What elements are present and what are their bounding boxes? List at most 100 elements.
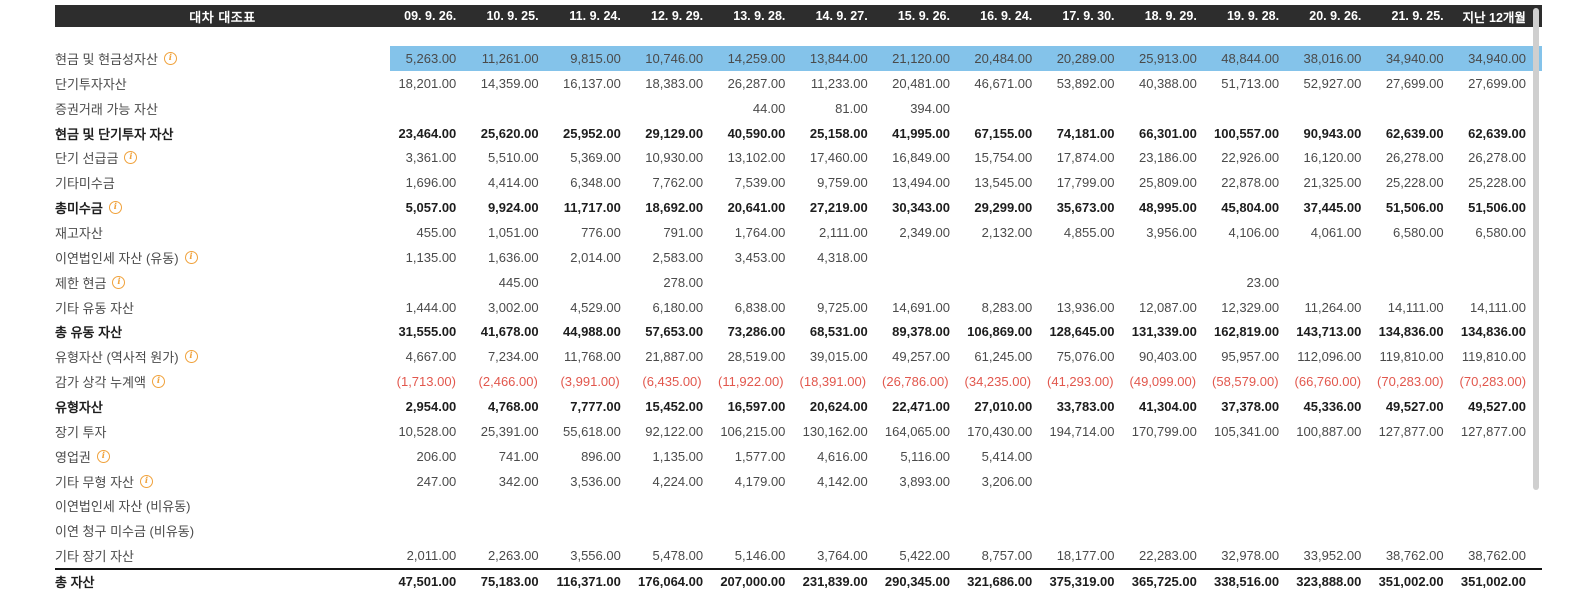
cell-value: 47,501.00: [398, 573, 457, 589]
info-icon[interactable]: i: [96, 449, 110, 463]
cell-value: 48,844.00: [1221, 50, 1280, 66]
cell-value: 4,224.00: [652, 473, 704, 489]
cell-value: 130,162.00: [802, 423, 868, 439]
row-values: 5,263.00 11,261.00 9,815.00 10,746.00 14,259…: [390, 46, 1542, 71]
row-values: 31,555.00 41,678.00 44,988.00 57,653.00 73,2…: [390, 319, 1542, 344]
cell-value: 342.00: [498, 473, 539, 489]
cell-value: 49,257.00: [892, 349, 950, 365]
row-label: 기타 유동 자산: [55, 294, 390, 320]
info-icon[interactable]: i: [163, 51, 177, 65]
cell-value: 6,348.00: [570, 175, 621, 191]
info-icon[interactable]: i: [112, 275, 126, 289]
cell-value: 15,754.00: [974, 150, 1033, 166]
row-values: [390, 493, 1542, 518]
column-header: 19. 9. 28.: [1226, 9, 1280, 23]
table-row: 총미수금 i 5,057.00 9,924.00 11,717.00 18,692.00 2…: [55, 195, 1542, 221]
column-header: 16. 9. 24.: [980, 9, 1033, 23]
row-label: 기타미수금: [55, 170, 390, 196]
info-icon[interactable]: i: [124, 151, 138, 165]
cell-value: 351,002.00: [1378, 573, 1444, 589]
cell-value: (70,283.00): [1459, 374, 1527, 390]
cell-value: 112,096.00: [1297, 349, 1362, 365]
cell-value: 5,116.00: [900, 448, 950, 464]
cell-value: 896.00: [581, 448, 621, 464]
cell-value: 18,201.00: [398, 75, 457, 91]
cell-value: 74,181.00: [1056, 125, 1115, 141]
row-label-text: 이연법인세 자산 (비유동): [55, 499, 191, 515]
cell-value: 2,132.00: [981, 224, 1033, 240]
cell-value: 14,259.00: [727, 50, 786, 66]
cell-value: 20,289.00: [1056, 50, 1115, 66]
cell-value: 2,349.00: [899, 224, 950, 240]
cell-value: 9,924.00: [487, 200, 539, 216]
cell-value: 4,414.00: [487, 175, 539, 191]
cell-value: 5,510.00: [487, 150, 539, 166]
cell-value: 30,343.00: [892, 200, 950, 216]
cell-value: 15,452.00: [645, 398, 704, 414]
row-label: 이연 청구 미수금 (비유동): [55, 518, 390, 544]
cell-value: 5,478.00: [652, 548, 704, 564]
table-row: 이연법인세 자산 (비유동): [55, 493, 1542, 519]
table-row: 총 유동 자산 31,555.00 41,678.00 44,988.00 57,653…: [55, 319, 1542, 345]
cell-value: 38,762.00: [1385, 548, 1444, 564]
cell-value: 38,016.00: [1303, 50, 1362, 66]
cell-value: 21,325.00: [1303, 175, 1362, 191]
column-header: 14. 9. 27.: [815, 9, 868, 23]
info-icon[interactable]: i: [184, 350, 198, 364]
info-icon[interactable]: i: [108, 201, 122, 215]
table-row: 기타 무형 자산 i 247.00 342.00 3,536.00 4,224.00 4,1…: [55, 468, 1542, 494]
cell-value: 31,555.00: [398, 324, 457, 340]
row-values: 247.00 342.00 3,536.00 4,224.00 4,179.00 4,14…: [390, 469, 1542, 494]
cell-value: 445.00: [498, 274, 539, 290]
row-label: 총 유동 자산: [55, 319, 390, 345]
info-icon[interactable]: i: [139, 474, 153, 488]
cell-value: 116,371.00: [556, 573, 621, 589]
cell-value: 5,414.00: [981, 448, 1033, 464]
table-row: 증권거래 가능 자산 44.00 81.00 394.00: [55, 95, 1542, 121]
cell-value: 25,952.00: [563, 125, 621, 141]
info-icon[interactable]: i: [151, 375, 165, 389]
cell-value: 791.00: [663, 224, 704, 240]
cell-value: 4,179.00: [734, 473, 786, 489]
cell-value: 143,713.00: [1296, 324, 1362, 340]
cell-value: 4,768.00: [487, 398, 539, 414]
cell-value: 14,111.00: [1387, 299, 1444, 315]
cell-value: 90,943.00: [1303, 125, 1362, 141]
cell-value: 16,597.00: [727, 398, 786, 414]
cell-value: 73,286.00: [727, 324, 786, 340]
cell-value: 66,301.00: [1138, 125, 1197, 141]
cell-value: 25,228.00: [1468, 175, 1526, 191]
cell-value: 375,319.00: [1049, 573, 1115, 589]
cell-value: 25,228.00: [1385, 175, 1444, 191]
cell-value: (49,099.00): [1129, 374, 1197, 390]
row-label-text: 영업권: [55, 449, 91, 465]
row-values: 2,011.00 2,263.00 3,556.00 5,478.00 5,146.00…: [390, 543, 1542, 568]
row-values: 18,201.00 14,359.00 16,137.00 18,383.00 26,2…: [390, 71, 1542, 96]
row-label: 총미수금 i: [55, 195, 390, 221]
balance-sheet-table: 대차 대조표 09. 9. 26. 10. 9. 25. 11. 9. 24. 12.…: [55, 5, 1542, 593]
vertical-scrollbar-thumb[interactable]: [1533, 8, 1539, 490]
cell-value: (58,579.00): [1212, 374, 1279, 390]
cell-value: 40,590.00: [727, 125, 786, 141]
cell-value: 4,318.00: [817, 249, 868, 265]
cell-value: 26,287.00: [727, 75, 786, 91]
row-values: 3,361.00 5,510.00 5,369.00 10,930.00 13,102.…: [390, 145, 1542, 170]
cell-value: 51,506.00: [1385, 200, 1444, 216]
cell-value: 52,927.00: [1303, 75, 1362, 91]
column-header: 13. 9. 28.: [733, 9, 786, 23]
info-icon[interactable]: i: [184, 250, 198, 264]
cell-value: (1,713.00): [396, 374, 456, 390]
table-header: 대차 대조표 09. 9. 26. 10. 9. 25. 11. 9. 24. 12.…: [55, 5, 1542, 27]
row-values: 206.00 741.00 896.00 1,135.00 1,577.00 4,616.…: [390, 444, 1542, 469]
cell-value: (26,786.00): [882, 374, 949, 390]
cell-value: 4,142.00: [817, 473, 868, 489]
cell-value: 3,536.00: [570, 473, 621, 489]
table-row: 유형자산 (역사적 원가) i 4,667.00 7,234.00 11,768.00 2…: [55, 344, 1542, 370]
column-header: 12. 9. 29.: [651, 9, 704, 23]
cell-value: 4,529.00: [570, 299, 621, 315]
cell-value: (34,235.00): [964, 374, 1032, 390]
cell-value: 3,893.00: [899, 473, 950, 489]
row-label: 기타 장기 자산: [55, 543, 390, 569]
cell-value: 2,011.00: [406, 548, 457, 564]
row-values: 2,954.00 4,768.00 7,777.00 15,452.00 16,597.…: [390, 394, 1542, 419]
